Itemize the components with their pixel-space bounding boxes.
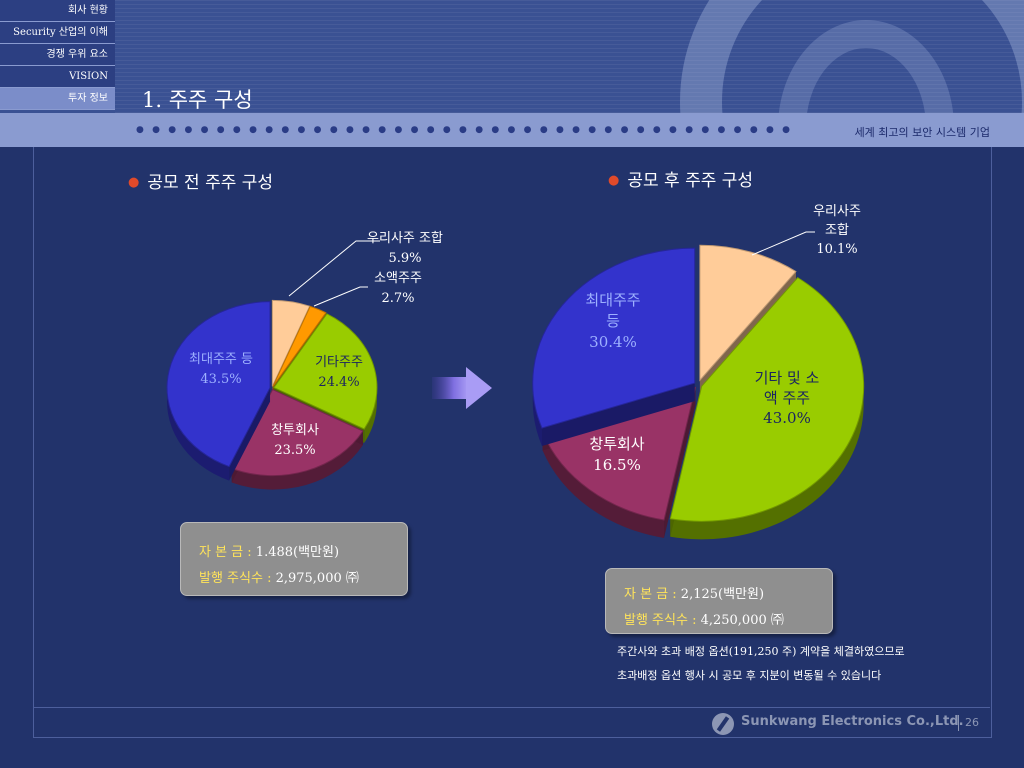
capital-value: 1.488(백만원)	[255, 545, 340, 560]
pie-chart-after	[532, 244, 865, 540]
arrow-icon	[432, 367, 492, 409]
pie-data-label: 23.5%	[274, 443, 315, 458]
leader-line	[313, 286, 368, 307]
shares-row: 발행 주식수 : 2,975,000 ㈜	[199, 567, 359, 586]
nav-item-company-status[interactable]: 회사 현황	[0, 0, 115, 22]
pie-data-label: 소액주주	[374, 271, 422, 286]
pie-slice-top	[699, 244, 797, 382]
footer-separator	[958, 715, 959, 731]
pie-data-label: 10.1%	[816, 242, 857, 257]
capital-info-after: 자 본 금 : 2,125(백만원) 발행 주식수 : 4,250,000 ㈜	[605, 568, 833, 634]
bullet-icon: ●	[608, 173, 620, 188]
nav-item-investment-info[interactable]: 투자 정보	[0, 88, 115, 110]
shares-label: 발행 주식수 :	[624, 613, 701, 628]
pie-data-label: 43.5%	[200, 372, 241, 387]
pie-data-label: 30.4%	[589, 333, 637, 351]
pie-slice-top	[532, 247, 696, 429]
pie-data-label: 기타주주	[315, 355, 363, 370]
section-title-after-text: 공모 후 주주 구성	[627, 171, 754, 191]
nav-item-competitive-advantage[interactable]: 경쟁 우위 요소	[0, 44, 115, 66]
side-nav: 회사 현황 Security 산업의 이해 경쟁 우위 요소 VISION 투자…	[0, 0, 115, 110]
pie-data-label: 기타 및 소	[755, 369, 820, 387]
pie-chart-before	[166, 299, 378, 490]
shares-value: 4,250,000 ㈜	[700, 613, 784, 628]
bullet-icon: ●	[128, 175, 140, 190]
tagline: 세계 최고의 보안 시스템 기업	[854, 126, 990, 139]
capital-value: 2,125(백만원)	[680, 587, 765, 602]
company-logo-icon	[712, 713, 734, 735]
pie-slice-edge	[541, 383, 695, 447]
pie-slice-side	[542, 432, 665, 538]
pie-data-label: 창투회사	[271, 423, 319, 438]
pie-data-label: 24.4%	[318, 375, 359, 390]
header-banner	[0, 0, 1024, 113]
page-title: 1. 주주 구성	[142, 88, 253, 112]
pie-data-label: 43.0%	[763, 409, 811, 427]
capital-info-before: 자 본 금 : 1.488(백만원) 발행 주식수 : 2,975,000 ㈜	[180, 522, 408, 596]
section-title-before: ● 공모 전 주주 구성	[128, 168, 273, 193]
header-band	[0, 113, 1024, 147]
shares-label: 발행 주식수 :	[199, 571, 276, 586]
pie-slice-edge	[229, 387, 271, 481]
pie-data-label: 우리사주	[813, 204, 861, 219]
pie-data-label: 16.5%	[593, 456, 641, 474]
page-number: 26	[965, 716, 979, 729]
nav-item-vision[interactable]: VISION	[0, 66, 115, 88]
pie-data-label: 조합	[825, 223, 849, 238]
pie-slice	[532, 247, 696, 447]
shares-row: 발행 주식수 : 4,250,000 ㈜	[624, 609, 784, 628]
capital-label: 자 본 금 :	[199, 545, 256, 560]
pie-data-label: 최대주주	[585, 291, 640, 309]
footer-company-name: Sunkwang Electronics Co.,Ltd.	[741, 714, 964, 729]
pie-data-label: 등	[606, 312, 620, 330]
pie-slice	[669, 276, 865, 540]
pie-slice-side	[231, 431, 363, 490]
note-line-1: 주간사와 초과 배정 옵션(191,250 주) 계약을 체결하였으므로	[617, 645, 905, 658]
note-line-2: 초과배정 옵션 행사 시 공모 후 지분이 변동될 수 있습니다	[617, 669, 882, 682]
capital-row: 자 본 금 : 1.488(백만원)	[199, 541, 339, 560]
dot-divider: ●●●●●●●●●●●●●●●●●●●●●●●●●●●●●●●●●●●●●●●●…	[136, 125, 799, 135]
section-title-after: ● 공모 후 주주 구성	[608, 166, 753, 191]
pie-data-label: 우리사주 조합	[367, 231, 443, 246]
leader-line	[288, 240, 380, 297]
pie-slice	[166, 301, 271, 481]
pie-slice-top	[272, 305, 327, 387]
capital-row: 자 본 금 : 2,125(백만원)	[624, 583, 764, 602]
leader-line	[751, 231, 815, 256]
shares-value: 2,975,000 ㈜	[275, 571, 359, 586]
pie-labels-before: 우리사주 조합 5.9% 소액주주 2.7% 기타주주 24.4% 창투회사 23.5% 최대주…	[189, 231, 443, 458]
footer-divider	[33, 707, 990, 708]
pie-slice-top	[271, 299, 311, 387]
pie-data-label: 액 주주	[764, 389, 810, 407]
content-frame	[33, 147, 992, 738]
pie-data-label: 최대주주 등	[189, 352, 253, 367]
pie-data-label: 5.9%	[388, 251, 421, 266]
nav-item-security-industry[interactable]: Security 산업의 이해	[0, 22, 115, 44]
capital-label: 자 본 금 :	[624, 587, 681, 602]
pie-data-label: 창투회사	[589, 435, 644, 453]
pie-data-label: 2.7%	[381, 291, 414, 306]
pie-slice-top	[166, 301, 271, 468]
pie-slice-top	[273, 313, 378, 430]
pie-slice-top	[669, 276, 865, 522]
section-title-before-text: 공모 전 주주 구성	[147, 173, 274, 193]
pie-slice-edge	[664, 387, 696, 538]
